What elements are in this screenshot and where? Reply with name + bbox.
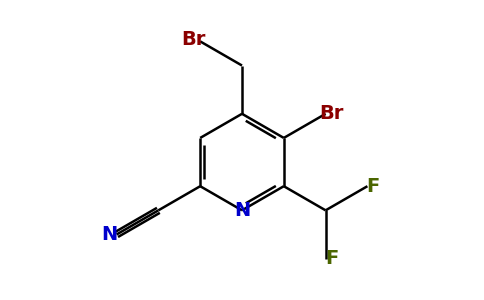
Text: Br: Br bbox=[181, 30, 205, 49]
Text: N: N bbox=[234, 201, 250, 220]
Text: F: F bbox=[366, 177, 380, 196]
Text: Br: Br bbox=[319, 104, 344, 123]
Text: F: F bbox=[325, 249, 338, 268]
Text: N: N bbox=[101, 225, 118, 244]
